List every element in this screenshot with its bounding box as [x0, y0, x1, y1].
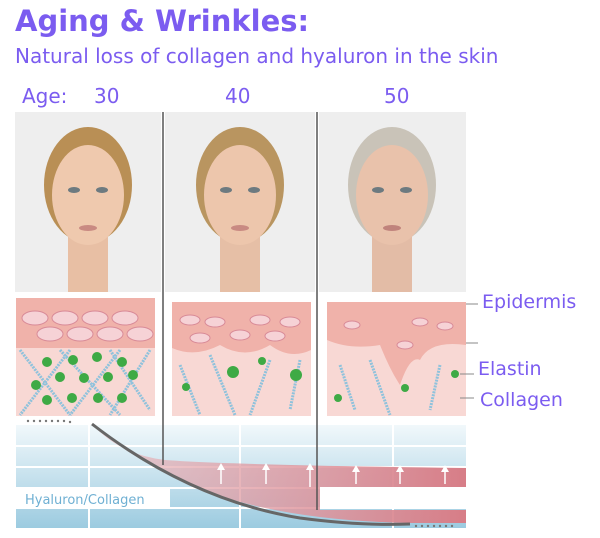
- skin-panel-50: [327, 302, 466, 416]
- hyaluron-curve: [91, 422, 411, 526]
- age-30: 30: [94, 84, 120, 108]
- age-dividers: [162, 112, 318, 510]
- hyaluron-collagen-chart: Hyaluron/Collagen: [16, 419, 466, 528]
- face-photo-50: [319, 112, 466, 292]
- face-photo-30: [15, 112, 161, 292]
- label-collagen: Collagen: [480, 389, 563, 411]
- skin-panel-40: [172, 302, 311, 416]
- label-elastin: Elastin: [478, 358, 542, 380]
- age-50: 50: [384, 84, 410, 108]
- age-40: 40: [225, 84, 251, 108]
- age-label: Age:: [22, 84, 68, 108]
- label-leaders: [460, 303, 478, 399]
- collagen-band: [92, 424, 466, 523]
- page-title: Aging & Wrinkles:: [15, 4, 310, 38]
- label-epidermis: Epidermis: [482, 291, 577, 313]
- face-photo-40: [165, 112, 315, 292]
- page-subtitle: Natural loss of collagen and hyaluron in…: [15, 44, 499, 68]
- skin-panel-30: [16, 298, 155, 417]
- chart-label: Hyaluron/Collagen: [25, 493, 145, 508]
